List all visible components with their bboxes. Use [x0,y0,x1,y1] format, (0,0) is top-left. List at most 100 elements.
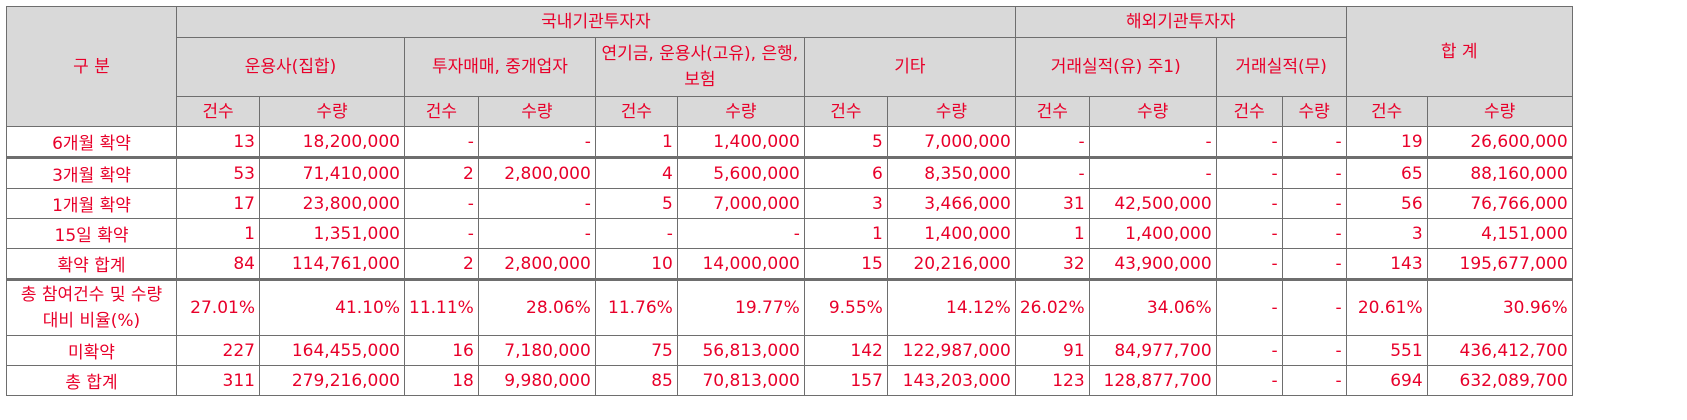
count-cell: 84 [176,248,260,280]
quantity-cell: 71,410,000 [259,156,405,189]
count-cell: 5 [594,188,678,219]
table-row: 1개월 확약 17 23,800,000- -5 7,000,000 3 3,466,000… [6,188,1573,219]
count-cell: - [594,218,678,249]
count-cell: - [404,126,479,158]
quantity-cell: 30.96% [1426,278,1573,336]
quantity-column-header: 수량 [1281,96,1347,127]
quantity-cell: 1,400,000 [886,218,1016,249]
count-cell: 3 [1345,218,1428,249]
quantity-cell: 43,900,000 [1088,248,1217,280]
count-column-header: 건수 [176,96,260,127]
count-cell: 85 [594,365,678,396]
quantity-cell: 7,000,000 [676,188,805,219]
count-cell: - [1014,126,1090,158]
count-cell: 2 [404,248,479,280]
quantity-cell: 26,600,000 [1426,126,1573,158]
group-header-without-track-record: 거래실적(무) [1215,37,1347,97]
count-cell: 551 [1345,335,1428,366]
count-cell: 26.02% [1014,278,1090,336]
count-cell: 143 [1345,248,1428,280]
quantity-cell: 1,400,000 [676,126,805,158]
count-cell: 15 [803,248,888,280]
quantity-cell: 7,180,000 [477,335,596,366]
row-label: 3개월 확약 [6,156,177,189]
count-column-header: 건수 [803,96,888,127]
count-cell: 5 [803,126,888,158]
count-cell: 16 [404,335,479,366]
quantity-cell: 632,089,700 [1426,365,1573,396]
count-cell: 75 [594,335,678,366]
count-cell: 11.76% [594,278,678,336]
table-body: 6개월 확약 13 18,200,000- -1 1,400,000 5 7,000,000… [6,126,1573,396]
table-row: 6개월 확약 13 18,200,000- -1 1,400,000 5 7,000,000… [6,126,1573,158]
quantity-cell: 1,351,000 [259,218,405,249]
quantity-column-header: 수량 [676,96,805,127]
count-column-header: 건수 [404,96,479,127]
quantity-cell: - [477,126,596,158]
count-cell: 17 [176,188,260,219]
quantity-cell: 3,466,000 [886,188,1016,219]
count-cell: - [1215,156,1283,189]
count-cell: 227 [176,335,260,366]
count-cell: 19 [1345,126,1428,158]
quantity-column-header: 수량 [477,96,596,127]
count-cell: 3 [803,188,888,219]
count-cell: 1 [176,218,260,249]
quantity-cell: - [1088,126,1217,158]
quantity-cell: 19.77% [676,278,805,336]
quantity-cell: 2,800,000 [477,156,596,189]
quantity-cell: 41.10% [259,278,405,336]
count-cell: 13 [176,126,260,158]
quantity-cell: 8,350,000 [886,156,1016,189]
table-row: 총 합계 311 279,216,000 18 9,980,000 85 70,813,00… [6,365,1573,396]
count-cell: - [1215,365,1283,396]
quantity-cell: - [1281,335,1347,366]
quantity-cell: 70,813,000 [676,365,805,396]
category-header: 구 분 [6,6,177,127]
quantity-cell: 28.06% [477,278,596,336]
group-header-broker-dealer: 투자매매, 중개업자 [404,37,596,97]
quantity-cell: - [1088,156,1217,189]
count-cell: 56 [1345,188,1428,219]
count-cell: 20.61% [1345,278,1428,336]
quantity-cell: 2,800,000 [477,248,596,280]
quantity-cell: - [1281,126,1347,158]
quantity-column-header: 수량 [1426,96,1573,127]
quantity-cell: - [1281,156,1347,189]
count-cell: 1 [594,126,678,158]
group-header-pension-bank-insurance: 연기금, 운용사(고유), 은행, 보험 [594,37,805,97]
quantity-cell: 20,216,000 [886,248,1016,280]
quantity-cell: 5,600,000 [676,156,805,189]
quantity-cell: 7,000,000 [886,126,1016,158]
sub-header-row: 건수 수량 건수 수량 건수 수량 건수 수량 건수 수량 건수 수량 건수 수량 [7,96,1573,127]
quantity-column-header: 수량 [259,96,405,127]
quantity-cell: 23,800,000 [259,188,405,219]
group-header-other: 기타 [803,37,1016,97]
table-row: 미확약 227 164,455,000 16 7,180,000 75 56,813,000… [6,335,1573,366]
count-cell: 311 [176,365,260,396]
count-column-header: 건수 [1014,96,1090,127]
count-cell: - [1215,218,1283,249]
row-label: 미확약 [6,335,177,366]
count-cell: - [404,218,479,249]
quantity-column-header: 수량 [886,96,1016,127]
row-label: 15일 확약 [6,218,177,249]
count-cell: 91 [1014,335,1090,366]
quantity-cell: 84,977,700 [1088,335,1217,366]
quantity-cell: 76,766,000 [1426,188,1573,219]
quantity-cell: - [1281,188,1347,219]
table-row: 15일 확약 1 1,351,000- - - -1 1,400,000 1 1,400,000… [6,218,1573,249]
quantity-cell: 14,000,000 [676,248,805,280]
count-cell: 18 [404,365,479,396]
quantity-cell: 4,151,000 [1426,218,1573,249]
table-row: 3개월 확약 53 71,410,000 2 2,800,000 4 5,600,000 6 8… [6,156,1573,189]
row-label: 총 합계 [6,365,177,396]
count-cell: 6 [803,156,888,189]
row-label: 총 참여건수 및 수량 대비 비율(%) [6,278,177,336]
quantity-cell: 143,203,000 [886,365,1016,396]
quantity-cell: 128,877,700 [1088,365,1217,396]
quantity-cell: 436,412,700 [1426,335,1573,366]
table-row: 총 참여건수 및 수량 대비 비율(%) 27.01% 41.10% 11.11% 28… [6,278,1573,336]
group-header-with-track-record: 거래실적(유) 주1) [1014,37,1217,97]
count-cell: 10 [594,248,678,280]
